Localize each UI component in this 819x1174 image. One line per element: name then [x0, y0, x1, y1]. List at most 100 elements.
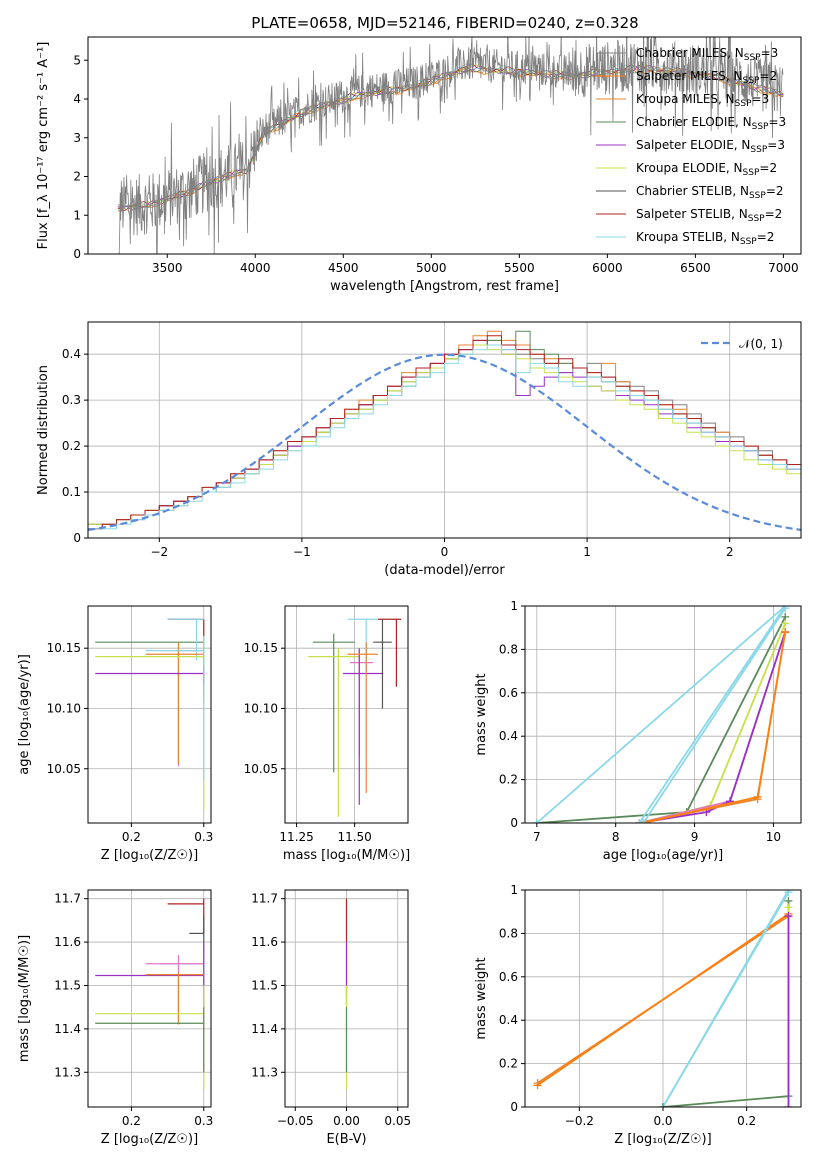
age_vs_Z-chart: 0.2 0.3 10.05 10.10 10.15 Z [log₁₀(Z/Z☉)] age …: [17, 605, 213, 863]
x-tick-label: −2: [150, 545, 168, 559]
y-tick-label: 0: [510, 1100, 518, 1114]
axes-frame: [87, 36, 802, 255]
cumweight_vs_Z-plot-area: [533, 890, 793, 1107]
mass_vs_Z-chart: 0.2 0.3 11.3 11.4 11.5 11.6 11.7 Z [log₁₀(Z/Z☉)…: [17, 889, 213, 1147]
x-tick-label: 11.50: [337, 830, 371, 844]
x-tick-label: 5500: [504, 261, 535, 275]
x-tick-label: 4500: [328, 261, 359, 275]
y-tick-label: 5: [73, 53, 81, 67]
normal-curve: [88, 353, 801, 531]
x-tick-label: 9: [691, 830, 699, 844]
histogram-step: [88, 330, 801, 530]
x-tick-label: 0: [441, 545, 449, 559]
legend-entry: 𝒩(0, 1): [739, 337, 783, 351]
y-tick-label: 10.15: [47, 641, 81, 655]
y-tick-label: 2: [73, 170, 81, 184]
y-axis-label: mass [log₁₀(M/M☉)]: [17, 935, 32, 1062]
legend-entry: Kroupa STELIB, NSSP=2: [636, 230, 774, 247]
cumulative-line: [662, 891, 790, 1107]
point-marker: [635, 819, 644, 823]
legend-entry: Salpeter MILES, NSSP=2: [636, 69, 777, 86]
x-tick-label: 10: [766, 830, 781, 844]
cumweight_vs_Z-chart: −0.2 0.0 0.2 0 0.2 0.4 0.6 0.8 1 Z [log₁₀(Z/Z☉)] m…: [474, 883, 802, 1147]
y-tick-label: 11.6: [251, 935, 278, 949]
legend-entry: Chabrier MILES, NSSP=3: [636, 46, 778, 63]
charts-group: Chabrier MILES, NSSP=3 Salpeter MILES, NS…: [17, 36, 802, 1147]
y-tick-label: 10.05: [47, 762, 81, 776]
cumweight_vs_age-chart: 7 8 9 10 0 0.2 0.4 0.6 0.8 1 age [log₁₀(age/yr)] ma…: [474, 599, 802, 863]
y-axis-label: Flux [f_λ 10⁻¹⁷ erg cm⁻² s⁻¹ A⁻¹]: [36, 42, 51, 250]
x-tick-label: 6000: [592, 261, 623, 275]
x-tick-label: 11.25: [279, 830, 313, 844]
y-axis-label: age [log₁₀(age/yr)]: [17, 654, 32, 775]
x-axis-label: Z [log₁₀(Z/Z☉)]: [614, 1132, 711, 1147]
y-tick-label: 4: [73, 92, 81, 106]
point-marker: [659, 1103, 667, 1107]
legend-entry: Salpeter ELODIE, NSSP=3: [636, 138, 785, 155]
y-tick-label: 0: [510, 816, 518, 830]
x-axis-label: E(B-V): [326, 1132, 366, 1147]
point-marker: [533, 1081, 542, 1090]
figure-title: PLATE=0658, MJD=52146, FIBERID=0240, z=0…: [251, 14, 638, 32]
residual_hist-chart: 𝒩(0, 1) −2 −1 0 1 2 0 0.1 0.2 0.3 0.4 (data-model)/…: [36, 321, 802, 578]
x-tick-label: 0.2: [122, 1114, 141, 1128]
age_vs_Z-plot-area: [95, 618, 205, 811]
point-marker: [784, 903, 793, 912]
point-marker: [784, 1103, 793, 1107]
x-tick-label: 0.3: [194, 830, 213, 844]
y-tick-label: 0.1: [62, 485, 81, 499]
y-tick-label: 11.5: [54, 978, 81, 992]
y-tick-label: 1: [73, 208, 81, 222]
residual_hist-plot-area: [88, 330, 801, 531]
histogram-step: [88, 335, 801, 530]
legend-entry: Chabrier ELODIE, NSSP=3: [636, 115, 786, 132]
y-tick-label: 11.3: [54, 1065, 81, 1079]
x-axis-label: Z [log₁₀(Z/Z☉)]: [101, 1132, 198, 1147]
x-tick-label: 1: [583, 545, 591, 559]
legend: Chabrier MILES, NSSP=3 Salpeter MILES, NS…: [596, 46, 786, 247]
x-tick-label: 2: [726, 545, 734, 559]
y-tick-label: 10.05: [244, 762, 278, 776]
data-spectrum-line: [114, 37, 784, 254]
y-tick-label: 10.15: [244, 641, 278, 655]
x-tick-label: −0.2: [565, 1114, 594, 1128]
cumulative-line: [642, 607, 786, 823]
y-tick-label: 1: [510, 599, 518, 613]
histogram-step: [88, 339, 801, 530]
axes-frame: [87, 889, 212, 1108]
spectrum-chart: Chabrier MILES, NSSP=3 Salpeter MILES, NS…: [36, 36, 802, 294]
cumulative-line: [536, 606, 786, 823]
y-tick-label: 0.8: [499, 642, 518, 656]
point-marker: [784, 890, 793, 897]
x-axis-label: Z [log₁₀(Z/Z☉)]: [101, 848, 198, 863]
y-tick-label: 0.3: [62, 393, 81, 407]
x-tick-label: −0.05: [277, 1114, 314, 1128]
x-tick-label: 0.3: [194, 1114, 213, 1128]
point-marker: [639, 819, 648, 823]
x-axis-label: mass [log₁₀(M/M☉)]: [283, 848, 410, 863]
y-tick-label: 0.6: [499, 970, 518, 984]
y-tick-label: 11.4: [54, 1022, 81, 1036]
y-tick-label: 1: [510, 883, 518, 897]
cumweight_vs_age-plot-area: [532, 606, 790, 823]
x-tick-label: 0.00: [333, 1114, 360, 1128]
x-tick-label: 7: [533, 830, 541, 844]
y-tick-label: 0.2: [499, 773, 518, 787]
x-tick-label: 0.05: [384, 1114, 411, 1128]
x-tick-label: 5000: [416, 261, 447, 275]
y-tick-label: 10.10: [244, 701, 278, 715]
x-tick-label: 0.2: [122, 830, 141, 844]
point-marker: [781, 606, 790, 610]
y-tick-label: 0: [73, 531, 81, 545]
age_vs_mass-chart: 11.25 11.50 10.05 10.10 10.15 mass [log₁₀(M/M…: [244, 605, 410, 863]
legend-entry: Kroupa MILES, NSSP=3: [636, 92, 769, 109]
y-tick-label: 0: [73, 247, 81, 261]
spectrum-plot-area: [114, 37, 784, 254]
y-tick-label: 3: [73, 131, 81, 145]
point-marker: [781, 619, 790, 628]
y-tick-label: 11.7: [251, 892, 278, 906]
legend-entry: Kroupa ELODIE, NSSP=2: [636, 161, 777, 178]
cumulative-line: [639, 623, 787, 823]
